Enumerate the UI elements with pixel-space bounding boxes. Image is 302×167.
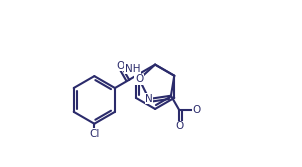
- Text: Cl: Cl: [89, 129, 100, 139]
- Text: O: O: [117, 61, 125, 71]
- Text: O: O: [175, 121, 183, 131]
- Text: O: O: [135, 74, 143, 84]
- Text: O: O: [192, 105, 201, 115]
- Text: NH: NH: [125, 64, 140, 74]
- Text: N: N: [145, 94, 153, 104]
